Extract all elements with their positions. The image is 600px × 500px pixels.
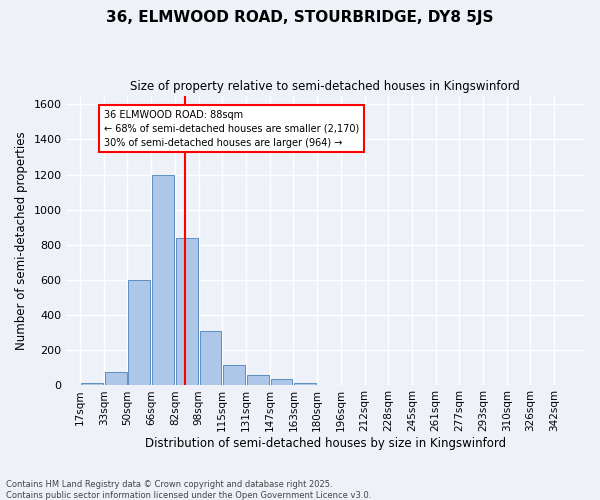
Text: 36 ELMWOOD ROAD: 88sqm
← 68% of semi-detached houses are smaller (2,170)
30% of : 36 ELMWOOD ROAD: 88sqm ← 68% of semi-det… [104, 110, 359, 148]
Bar [105, 372, 127, 385]
Title: Size of property relative to semi-detached houses in Kingswinford: Size of property relative to semi-detach… [130, 80, 520, 93]
Bar [271, 379, 292, 385]
Bar [81, 382, 103, 385]
Bar [223, 365, 245, 385]
Bar [247, 374, 269, 385]
Bar [128, 280, 150, 385]
Bar [295, 384, 316, 385]
Y-axis label: Number of semi-detached properties: Number of semi-detached properties [15, 131, 28, 350]
Text: 36, ELMWOOD ROAD, STOURBRIDGE, DY8 5JS: 36, ELMWOOD ROAD, STOURBRIDGE, DY8 5JS [106, 10, 494, 25]
Bar [152, 174, 174, 385]
Text: Contains HM Land Registry data © Crown copyright and database right 2025.
Contai: Contains HM Land Registry data © Crown c… [6, 480, 371, 500]
X-axis label: Distribution of semi-detached houses by size in Kingswinford: Distribution of semi-detached houses by … [145, 437, 506, 450]
Bar [176, 238, 197, 385]
Bar [200, 330, 221, 385]
